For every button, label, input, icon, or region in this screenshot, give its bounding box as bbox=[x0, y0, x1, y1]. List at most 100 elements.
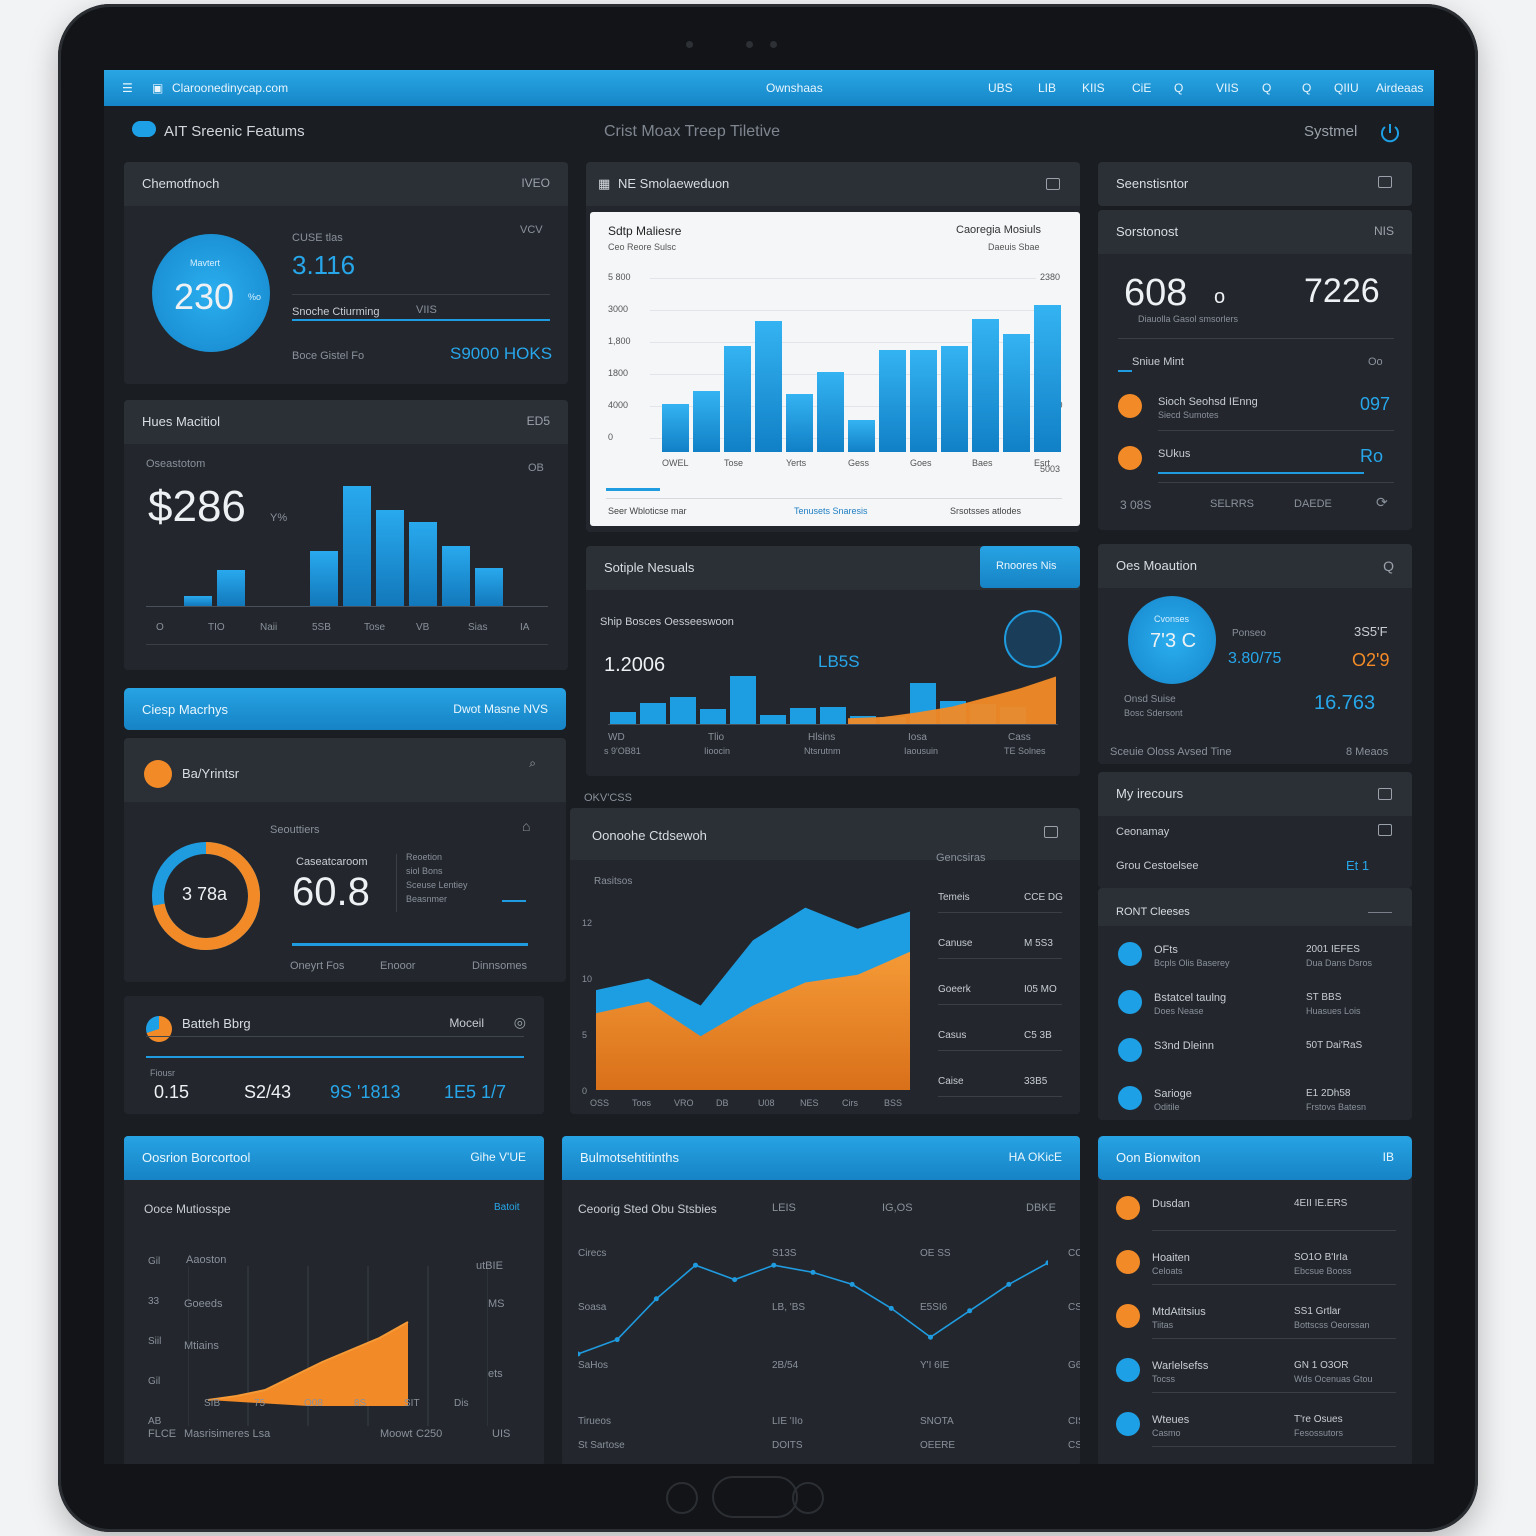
main-bar bbox=[662, 404, 689, 452]
list-divider bbox=[1152, 1284, 1396, 1285]
x-tick-label: 8S bbox=[354, 1398, 367, 1409]
brand-icon: ▣ bbox=[152, 81, 164, 95]
y-tick-label: 1,800 bbox=[608, 336, 631, 346]
bottom-left-chart bbox=[188, 1266, 488, 1426]
row-value: OE SS bbox=[920, 1248, 951, 1259]
revenue-bar bbox=[310, 551, 338, 606]
side-stat: siol Bons bbox=[406, 866, 443, 876]
search-icon[interactable]: Q bbox=[1302, 81, 1312, 95]
revenue-card: Hues Macitiol ED5 Oseastotom OB $286 Y% O… bbox=[124, 400, 568, 670]
samples-bar bbox=[730, 676, 756, 724]
alert-icon[interactable]: ⌂ bbox=[522, 818, 531, 834]
home-ring bbox=[792, 1482, 824, 1514]
row-label: St Sartose bbox=[578, 1440, 625, 1451]
window-icon[interactable] bbox=[1378, 788, 1392, 800]
temp-value: 7'3 C bbox=[1150, 630, 1197, 652]
row-label: Cirecs bbox=[578, 1248, 607, 1259]
topbar-item[interactable]: Airdeaas bbox=[1376, 81, 1424, 95]
list-item-value: T're Osues bbox=[1294, 1414, 1343, 1425]
footer-label: Enooor bbox=[380, 960, 416, 972]
card-title: Sotiple Nesuals bbox=[604, 560, 695, 575]
grid-line bbox=[650, 278, 1036, 279]
y-tick-label: Gil bbox=[148, 1256, 161, 1267]
topbar-item[interactable]: VIIS bbox=[1216, 81, 1239, 95]
item-value: Ro bbox=[1360, 446, 1384, 466]
expand-icon[interactable] bbox=[1046, 178, 1060, 190]
row-value: OEERE bbox=[920, 1440, 956, 1451]
camera-dot bbox=[770, 41, 777, 48]
status-dot-icon bbox=[1118, 394, 1142, 418]
side-row-value: CCE DG bbox=[1024, 892, 1063, 903]
footer-sub: Bosc Sdersont bbox=[1124, 708, 1183, 718]
topbar-item[interactable]: KIIS bbox=[1082, 81, 1105, 95]
gauge-unit: %o bbox=[248, 292, 262, 302]
card-right-label: Gihe V'UE bbox=[470, 1150, 526, 1164]
bottom-mid-line-chart bbox=[578, 1260, 1048, 1357]
footer-label: Oneyrt Fos bbox=[290, 960, 345, 972]
topbar-item[interactable]: QIIU bbox=[1334, 81, 1359, 95]
sub-right: Batoit bbox=[494, 1202, 520, 1213]
eye-icon[interactable]: ◎ bbox=[513, 1014, 526, 1030]
bandwidth-value: 9S '1813 bbox=[330, 1082, 401, 1102]
search-icon[interactable]: Q bbox=[1262, 81, 1272, 95]
x-tick-label: Gess bbox=[848, 458, 870, 468]
card-title: RONT Cleeses bbox=[1116, 906, 1190, 918]
search-icon[interactable]: Q bbox=[1383, 558, 1394, 574]
list-item-sub-value: Wds Ocenuas Gtou bbox=[1294, 1374, 1373, 1384]
refresh-icon[interactable]: ⟳ bbox=[1376, 494, 1388, 510]
main-bar bbox=[972, 319, 999, 452]
footer-stat: SELRRS bbox=[1210, 498, 1255, 510]
window-icon[interactable] bbox=[1378, 176, 1392, 188]
card-title: NE Smolaeweduon bbox=[618, 176, 730, 191]
search-icon[interactable]: Q bbox=[1174, 81, 1184, 95]
storage-tab[interactable]: Ciesp Macrhys Dwot Masne NVS bbox=[124, 688, 566, 730]
row-value: CCIB bbox=[1068, 1248, 1080, 1259]
footer-label: UIS bbox=[492, 1428, 511, 1440]
gauge-caption: Mavtert bbox=[190, 258, 221, 268]
item-sub: Siecd Sumotes bbox=[1158, 410, 1219, 420]
service-value: E1 2Dh58 bbox=[1306, 1088, 1351, 1099]
side-row-value: M 5S3 bbox=[1024, 938, 1053, 949]
samples-button[interactable]: Rnoores Nis bbox=[980, 546, 1080, 588]
cpu-gauge bbox=[152, 234, 270, 352]
line-point bbox=[1045, 1260, 1048, 1266]
service-icon bbox=[1118, 1038, 1142, 1062]
row-label: Boce Gistel Fo bbox=[292, 350, 365, 362]
item-label: Sioch Seohsd IEnng bbox=[1158, 396, 1258, 408]
main-bar-card: ▦ NE Smolaeweduon Sdtp Maliesre Ceo Reor… bbox=[586, 162, 1080, 532]
home-button[interactable] bbox=[712, 1476, 798, 1518]
y-tick-label-right: 5003 bbox=[1040, 464, 1061, 474]
topbar-item[interactable]: LIB bbox=[1038, 81, 1057, 95]
line-point bbox=[888, 1305, 894, 1311]
main-bar bbox=[786, 394, 813, 452]
main-bar bbox=[724, 346, 751, 452]
search-icon[interactable]: ⌕ bbox=[529, 756, 536, 770]
list-divider bbox=[1152, 1392, 1396, 1393]
topbar-item[interactable]: UBS bbox=[988, 81, 1013, 95]
menu-icon[interactable]: ☰ bbox=[122, 81, 133, 95]
list-item-sub: Casmo bbox=[1152, 1428, 1181, 1438]
system-label: Systmel bbox=[1304, 123, 1358, 140]
topbar-item[interactable]: CiE bbox=[1132, 81, 1152, 95]
sub-col: IG,OS bbox=[882, 1202, 913, 1214]
chart-right-sub: Daeuis Sbae bbox=[988, 242, 1040, 252]
camera-dot bbox=[746, 41, 753, 48]
samples-card: Sotiple Nesuals Rnoores Nis Ship Bosces … bbox=[586, 546, 1080, 776]
row-label: Soasa bbox=[578, 1302, 607, 1313]
x-tick-label: Cass bbox=[1008, 732, 1031, 743]
stat-label-right: VCV bbox=[520, 224, 543, 236]
row-value: CSS bbox=[1068, 1302, 1080, 1313]
expand-icon[interactable] bbox=[1044, 826, 1058, 838]
bandwidth-icon bbox=[146, 1016, 172, 1042]
x-tick-label: TIO bbox=[208, 622, 225, 633]
checkbox-icon[interactable] bbox=[1378, 824, 1392, 836]
side-row-label: Canuse bbox=[938, 938, 973, 949]
service-icon bbox=[1118, 942, 1142, 966]
x-tick-label: SIB bbox=[204, 1398, 221, 1409]
footer-stat: 3 08S bbox=[1120, 498, 1152, 512]
side-row-label: Casus bbox=[938, 1030, 967, 1041]
power-icon[interactable] bbox=[1379, 122, 1401, 144]
x-tick-label: VB bbox=[416, 622, 430, 633]
chart-subtitle: Ceo Reore Sulsc bbox=[608, 242, 677, 252]
x-tick-label: Dis bbox=[454, 1398, 469, 1409]
